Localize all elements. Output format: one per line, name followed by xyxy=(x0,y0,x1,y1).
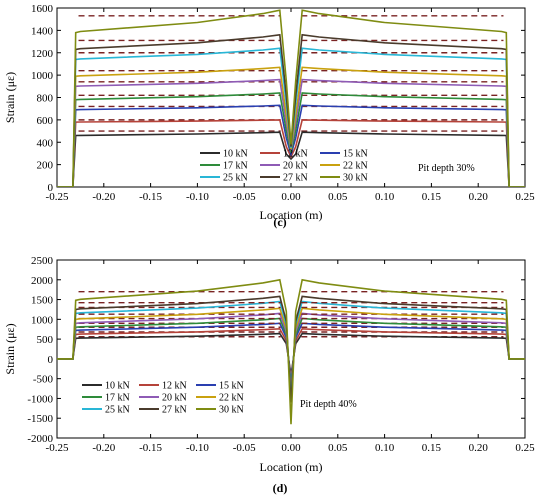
x-tick-label: 0.15 xyxy=(422,191,442,203)
y-tick-label: 2500 xyxy=(31,255,54,267)
series-line-15kn xyxy=(57,104,525,187)
panel-label: (d) xyxy=(273,481,288,495)
series-line-27kn xyxy=(57,295,525,403)
x-tick-label: 0.00 xyxy=(281,191,301,203)
legend-label: 12 kN xyxy=(162,381,187,392)
y-tick-label: 200 xyxy=(37,160,54,172)
y-tick-label: 1500 xyxy=(31,295,54,307)
y-tick-label: 1000 xyxy=(31,70,54,82)
y-tick-label: 1200 xyxy=(31,48,54,60)
legend-label: 17 kN xyxy=(105,393,130,404)
plot-area xyxy=(57,278,525,425)
legend-label: 30 kN xyxy=(343,173,368,184)
series-line-22kn xyxy=(57,66,525,187)
series-line-30kn xyxy=(57,9,525,187)
x-tick-label: 0.25 xyxy=(515,442,535,454)
legend-label: 25 kN xyxy=(105,405,130,416)
series-line-10kn xyxy=(57,131,525,187)
legend-label: 30 kN xyxy=(219,405,244,416)
y-tick-label: -2000 xyxy=(27,433,53,445)
y-tick-label: 1000 xyxy=(31,314,54,326)
x-tick-label: 0.10 xyxy=(375,191,395,203)
x-tick-label: 0.15 xyxy=(422,442,442,454)
x-axis-label: Location (m) xyxy=(260,460,323,474)
legend-label: 25 kN xyxy=(223,173,248,184)
chart-panel-c: -0.25 -0.20 -0.15 -0.10 -0.05 0.00 0.05 0.10 0.1… xyxy=(3,3,535,229)
x-tick-label: -0.05 xyxy=(233,191,256,203)
x-tick-label: 0.05 xyxy=(328,442,348,454)
x-tick-label: -0.25 xyxy=(46,191,69,203)
legend-label: 27 kN xyxy=(283,173,308,184)
x-tick-label: 0.20 xyxy=(469,191,489,203)
plot-area xyxy=(57,9,525,187)
x-tick-label: -0.10 xyxy=(186,442,209,454)
legend-label: 27 kN xyxy=(162,405,187,416)
legend-label: 15 kN xyxy=(343,149,368,160)
legend-label: 20 kN xyxy=(162,393,187,404)
y-tick-label: 400 xyxy=(37,137,54,149)
y-tick-label: 0 xyxy=(48,354,54,366)
y-tick-label: 2000 xyxy=(31,275,54,287)
legend-label: 22 kN xyxy=(343,161,368,172)
x-axis-label: Location (m) xyxy=(260,208,323,222)
y-tick-label: 600 xyxy=(37,115,54,127)
legend-label: 20 kN xyxy=(283,161,308,172)
y-tick-label: -1500 xyxy=(27,413,53,425)
series-line-25kn xyxy=(57,47,525,187)
legend-label: 17 kN xyxy=(223,161,248,172)
x-tick-label: 0.20 xyxy=(469,442,489,454)
y-tick-label: -1000 xyxy=(27,393,53,405)
legend-label: 10 kN xyxy=(105,381,130,392)
x-tick-label: -0.15 xyxy=(139,191,162,203)
x-tick-label: -0.20 xyxy=(92,442,115,454)
x-tick-label: 0.10 xyxy=(375,442,395,454)
legend: 10 kN 12 kN 15 kN 17 kN 20 kN 22 kN 25 kN 27 kN… xyxy=(200,149,368,184)
legend-label: 22 kN xyxy=(219,393,244,404)
y-axis-label: Strain (με) xyxy=(3,72,17,123)
x-tick-label: -0.25 xyxy=(46,442,69,454)
series-line-30kn xyxy=(57,278,525,425)
x-tick-label: -0.15 xyxy=(139,442,162,454)
series-line-27kn xyxy=(57,33,525,187)
legend: 10 kN 12 kN 15 kN 17 kN 20 kN 22 kN 25 kN 27 kN… xyxy=(82,381,244,416)
x-tick-label: 0.00 xyxy=(281,442,301,454)
y-tick-label: 800 xyxy=(37,93,54,105)
x-tick-label: -0.05 xyxy=(233,442,256,454)
series-line-20kn xyxy=(57,78,525,187)
x-tick-label: -0.20 xyxy=(92,191,115,203)
series-line-17kn xyxy=(57,92,525,187)
legend-label: 10 kN xyxy=(223,149,248,160)
pit-depth-annotation: Pit depth 40% xyxy=(300,399,357,410)
y-tick-label: 1400 xyxy=(31,25,54,37)
y-tick-label: 1600 xyxy=(31,3,54,15)
pit-depth-annotation: Pit depth 30% xyxy=(418,163,475,174)
series-line-10kn xyxy=(57,332,525,375)
panel-label: (c) xyxy=(273,215,286,229)
y-tick-label: -500 xyxy=(33,374,54,386)
x-tick-label: 0.25 xyxy=(515,191,535,203)
y-axis-label: Strain (με) xyxy=(3,323,17,374)
x-tick-label: -0.10 xyxy=(186,191,209,203)
legend-label: 12 kN xyxy=(283,149,308,160)
x-tick-label: 0.05 xyxy=(328,191,348,203)
legend-label: 15 kN xyxy=(219,381,244,392)
chart-panel-d: -0.25 -0.20 -0.15 -0.10 -0.05 0.00 0.05 0.10 0.1… xyxy=(3,255,535,495)
y-tick-label: 0 xyxy=(48,182,54,194)
y-tick-label: 500 xyxy=(37,334,54,346)
